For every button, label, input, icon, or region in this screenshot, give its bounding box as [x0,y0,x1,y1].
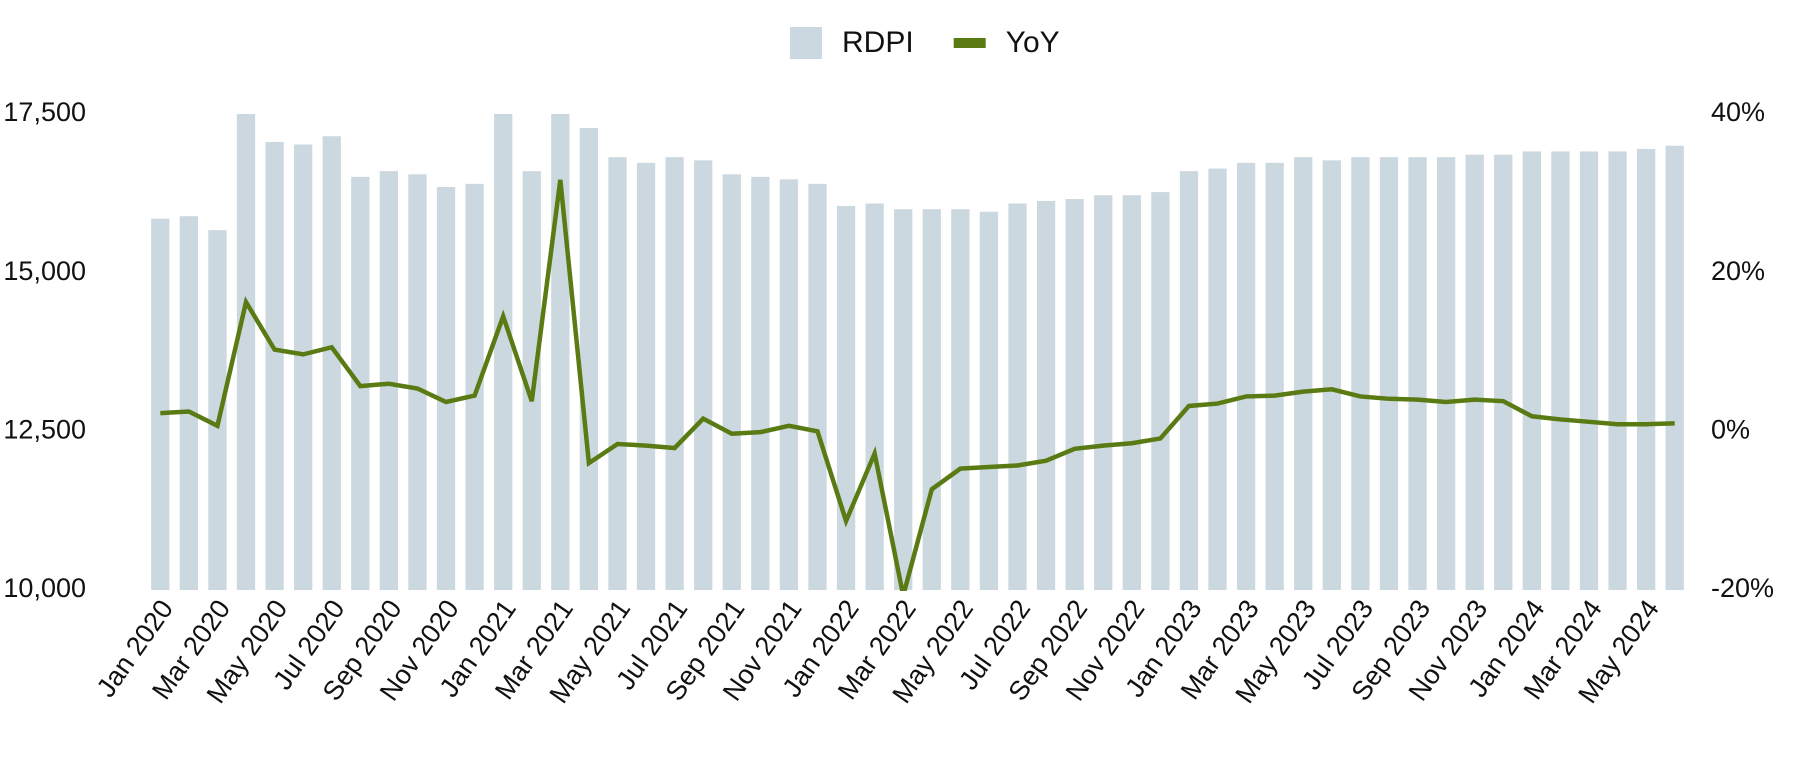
bar [1436,157,1456,590]
legend-label: YoY [1006,26,1060,59]
y-tick-label: 10,000 [3,573,86,603]
bar [1494,154,1513,591]
bar [179,216,199,590]
y2-tick-label: 20% [1711,256,1765,286]
y-tick-label: 17,500 [3,97,86,127]
bar [322,136,341,591]
bar [1351,157,1370,590]
bar [1094,195,1113,590]
bar [465,183,484,590]
bar [208,230,227,591]
bar [894,209,913,590]
bar [1179,171,1199,590]
bar [608,157,627,590]
bar [722,174,741,590]
bar [1522,151,1541,591]
y-tick-label: 15,000 [3,256,86,286]
bar [751,176,770,590]
bar [694,160,713,590]
bar [1122,195,1141,590]
bar [779,179,799,590]
bar [1636,148,1656,590]
line [160,179,1675,591]
y2-tick-label: -20% [1711,573,1774,603]
legend: RDPI YoY [790,26,1060,59]
bar [1036,200,1056,590]
bar [1408,157,1427,590]
bar [494,114,513,591]
bar [1065,199,1084,590]
legend-label: RDPI [842,26,914,59]
bar [1151,192,1170,590]
bar [1608,151,1627,591]
bar [1265,162,1284,591]
bar [151,218,170,590]
bar [951,209,970,590]
y2-tick-label: 0% [1711,414,1750,444]
bar [1379,157,1399,590]
bar-layer [151,114,1684,591]
bar [379,171,399,590]
bar [1551,151,1570,591]
bar [1465,154,1484,591]
legend-swatch [790,27,822,59]
y2-tick-label: 40% [1711,97,1765,127]
bar [1322,160,1341,590]
bar [551,114,570,590]
bar [579,127,599,590]
bar [1208,168,1227,590]
y-tick-label: 12,500 [3,414,86,444]
bar [922,209,941,590]
bar [294,144,313,591]
bar [665,157,684,590]
bar [808,183,827,590]
bar [236,114,256,591]
bar [436,186,456,590]
bar [408,174,427,590]
bar [1665,145,1684,590]
legend-swatch [953,38,986,48]
bar [836,206,856,590]
bar [1294,157,1313,590]
bar [1008,203,1027,590]
line-layer [160,179,1675,591]
bar [979,211,999,591]
bar [1236,162,1256,591]
bar [265,141,284,590]
bar [865,203,884,590]
bar [1579,151,1599,591]
bar [636,162,656,591]
bar [522,171,541,590]
